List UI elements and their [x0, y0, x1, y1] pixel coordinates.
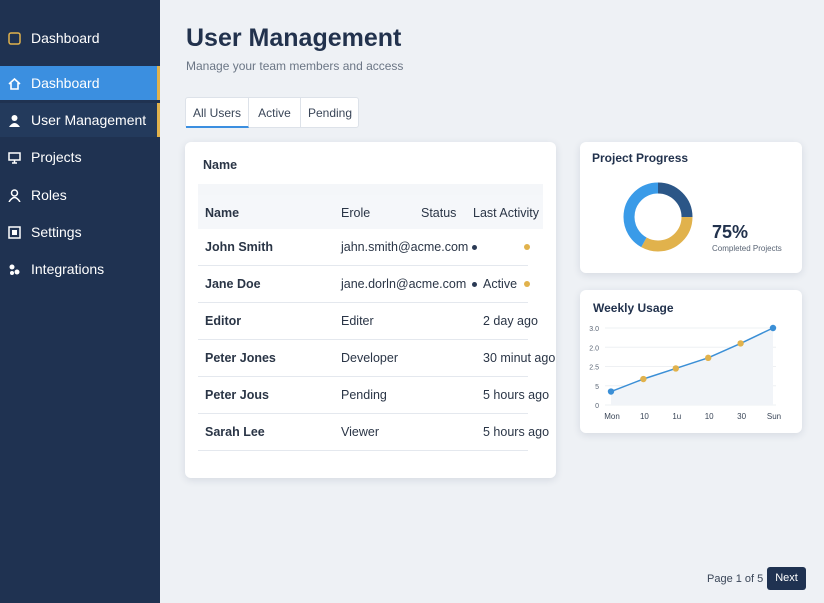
table-cell: Jane Doe — [205, 277, 261, 291]
table-row: Editor Editer 2 day ago — [185, 303, 556, 340]
nav-label: Projects — [31, 149, 82, 165]
status-dot — [472, 245, 477, 250]
page-indicator: Page 1 of 5 — [707, 573, 764, 585]
table-cell: Active — [483, 277, 518, 291]
row-separator — [198, 413, 528, 414]
row-separator — [198, 265, 528, 266]
row-separator — [198, 339, 528, 340]
brand-label: Dashboard — [31, 30, 100, 46]
row-separator — [198, 302, 528, 303]
table-cell: John Smith — [205, 240, 274, 254]
row-separator — [198, 376, 528, 377]
progress-value: 75% — [712, 222, 748, 242]
line — [610, 327, 774, 393]
donut-segment — [623, 182, 693, 252]
brand: Dashboard — [0, 21, 160, 55]
nav-label: Settings — [31, 224, 82, 240]
table-cell: Developer — [341, 351, 398, 365]
table-row: Jane Doe jane.dorln@acme.com Active — [185, 266, 556, 303]
x-tick-label: Mon — [604, 412, 620, 421]
divider — [198, 184, 543, 196]
progress-card: Project Progress 75% Completed Projects — [580, 142, 802, 273]
sidebar: Dashboard Dashboard User Management Proj… — [0, 0, 160, 603]
column-header: Status — [421, 206, 457, 220]
table-cell: Peter Jous — [205, 388, 269, 402]
nav-label: Integrations — [31, 261, 105, 277]
table-cell: 2 day ago — [483, 314, 538, 328]
header-row: Name Erole Status Last Activity — [198, 195, 543, 229]
column-header: Last Activity — [473, 206, 539, 220]
progress-caption: Completed Projects — [712, 244, 782, 253]
table-cell: 5 hours ago — [483, 425, 550, 439]
nav-item[interactable]: User Management — [0, 103, 160, 137]
tab[interactable]: Pending — [307, 106, 353, 120]
y-tick-label: 0 — [595, 403, 599, 410]
table-cell: Sarah Lee — [205, 425, 265, 439]
status-dot — [524, 244, 530, 250]
nav-label: User Management — [31, 112, 147, 128]
y-tick-label: 2.5 — [589, 365, 599, 372]
tab-bar: All Users Active Pending — [185, 97, 359, 128]
nav-item[interactable]: Dashboard — [0, 66, 160, 100]
table-cell: Viewer — [341, 425, 379, 439]
x-tick-label: Sun — [767, 412, 781, 421]
x-tick-label: 10 — [705, 412, 714, 421]
data-point — [705, 354, 712, 362]
table-cell: jane.dorln@acme.com — [341, 277, 467, 291]
row-separator — [198, 450, 528, 451]
table-cell: Pending — [341, 388, 387, 402]
tab[interactable]: Active — [249, 98, 301, 128]
table-row: John Smith jahn.smith@acme.com — [185, 229, 556, 266]
column-header: Erole — [341, 206, 371, 220]
table-cell: 30 minut ago — [483, 351, 556, 365]
nav-label: Roles — [31, 187, 67, 203]
y-tick-label: 2.0 — [589, 345, 599, 352]
card-title: Weekly Usage — [593, 301, 674, 315]
y-tick-label: 3.0 — [589, 326, 599, 333]
table-cell: 5 hours ago — [483, 388, 550, 402]
nav-item[interactable]: Integrations — [0, 252, 160, 286]
table-row: Peter Jones Developer 30 minut ago — [185, 340, 556, 377]
table-row: Sarah Lee Viewer 5 hours ago — [185, 414, 556, 451]
x-tick-label: 10 — [640, 412, 649, 421]
x-tick-label: 1u — [672, 412, 681, 421]
table-cell: Peter Jones — [205, 351, 276, 365]
data-point — [769, 324, 777, 332]
usage-card: Weekly Usage 0 5 2.5 2.0 3.0 Mon 10 1u 10 30 Sun — [580, 290, 802, 433]
data-point — [607, 388, 615, 395]
table-caption: Name — [203, 158, 238, 172]
status-dot — [472, 282, 477, 287]
nav-item[interactable]: Settings — [0, 215, 160, 249]
donut-chart: Project Progress 75% Completed Projects — [592, 151, 782, 253]
nav-item[interactable]: Projects — [0, 140, 160, 174]
column-header: Name — [205, 206, 240, 220]
nav-label: Dashboard — [31, 75, 100, 91]
user-table: Name Name Erole Status Last Activity Joh… — [185, 142, 556, 478]
x-tick-label: 30 — [737, 412, 746, 421]
table-row: Peter Jous Pending 5 hours ago — [185, 377, 556, 414]
data-point — [672, 365, 679, 372]
y-tick-label: 5 — [595, 384, 599, 391]
table-cell: Editor — [205, 314, 242, 328]
next-button[interactable]: Next — [767, 567, 806, 590]
table-cell: Editer — [341, 314, 374, 328]
table-cell: jahn.smith@acme.com — [341, 240, 469, 254]
page-subtitle: Manage your team members and access — [186, 59, 404, 73]
data-point — [737, 340, 744, 347]
data-point — [640, 375, 647, 383]
status-dot — [524, 281, 530, 287]
nav-item[interactable]: Roles — [0, 178, 160, 212]
page-title: User Management — [186, 24, 402, 52]
card-title: Project Progress — [592, 151, 688, 165]
donut-segment — [623, 182, 693, 252]
tab[interactable]: All Users — [186, 98, 249, 128]
line-chart: Weekly Usage 0 5 2.5 2.0 3.0 Mon 10 1u 10 30 Sun — [589, 301, 781, 421]
